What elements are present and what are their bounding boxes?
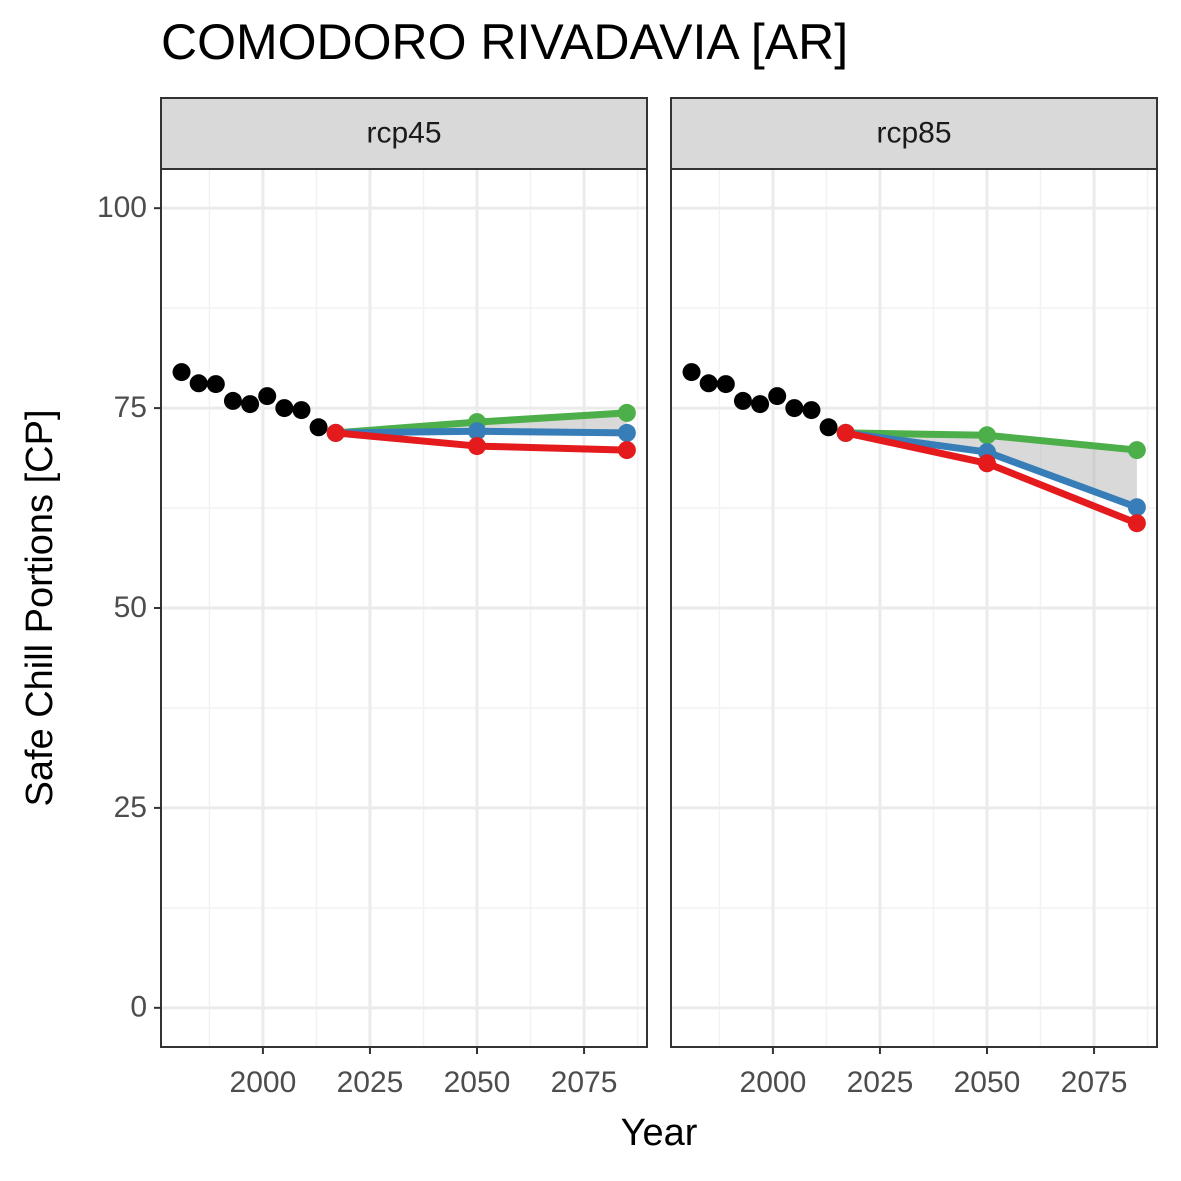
- data-point: [1127, 514, 1146, 533]
- data-point: [819, 418, 838, 437]
- data-point: [309, 418, 328, 437]
- data-point: [617, 403, 636, 422]
- data-point: [617, 441, 636, 460]
- data-point: [223, 391, 242, 410]
- data-point: [617, 423, 636, 442]
- x-tick-label: 2000: [740, 1066, 807, 1099]
- data-point: [326, 423, 345, 442]
- strip-label: rcp45: [366, 116, 441, 149]
- data-point: [733, 391, 752, 410]
- data-point: [716, 375, 735, 394]
- data-point: [836, 423, 855, 442]
- x-tick-label: 2050: [444, 1066, 511, 1099]
- data-point: [275, 399, 294, 418]
- data-point: [699, 374, 718, 393]
- range-band: [845, 432, 1137, 508]
- data-point: [206, 375, 225, 394]
- x-tick-label: 2000: [230, 1066, 297, 1099]
- data-point: [1127, 498, 1146, 517]
- data-point: [751, 395, 770, 414]
- data-point: [468, 437, 487, 456]
- data-point: [682, 363, 701, 382]
- x-tick-label: 2075: [551, 1066, 618, 1099]
- strip-label: rcp85: [876, 116, 951, 149]
- data-point: [468, 422, 487, 441]
- strip: [670, 97, 1158, 170]
- data-point: [978, 454, 997, 473]
- data-point: [1127, 441, 1146, 460]
- y-tick-label: 25: [114, 791, 147, 824]
- data-point: [802, 401, 821, 420]
- y-tick-label: 75: [114, 391, 147, 424]
- data-point: [785, 399, 804, 418]
- y-tick-label: 50: [114, 591, 147, 624]
- x-axis-label: Year: [621, 1112, 698, 1154]
- x-tick-label: 2025: [337, 1066, 404, 1099]
- data-point: [172, 363, 191, 382]
- y-axis-label: Safe Chill Portions [CP]: [19, 409, 61, 806]
- x-tick-label: 2025: [847, 1066, 914, 1099]
- y-tick-label: 100: [97, 191, 147, 224]
- data-point: [241, 395, 260, 414]
- x-tick-label: 2050: [954, 1066, 1021, 1099]
- data-point: [768, 387, 787, 406]
- data-point: [189, 374, 208, 393]
- chart-title: COMODORO RIVADAVIA [AR]: [161, 14, 848, 70]
- data-point: [292, 401, 311, 420]
- strip: [160, 97, 648, 170]
- y-tick-label: 0: [130, 991, 147, 1024]
- data-point: [978, 426, 997, 445]
- x-tick-label: 2075: [1061, 1066, 1128, 1099]
- data-point: [258, 387, 277, 406]
